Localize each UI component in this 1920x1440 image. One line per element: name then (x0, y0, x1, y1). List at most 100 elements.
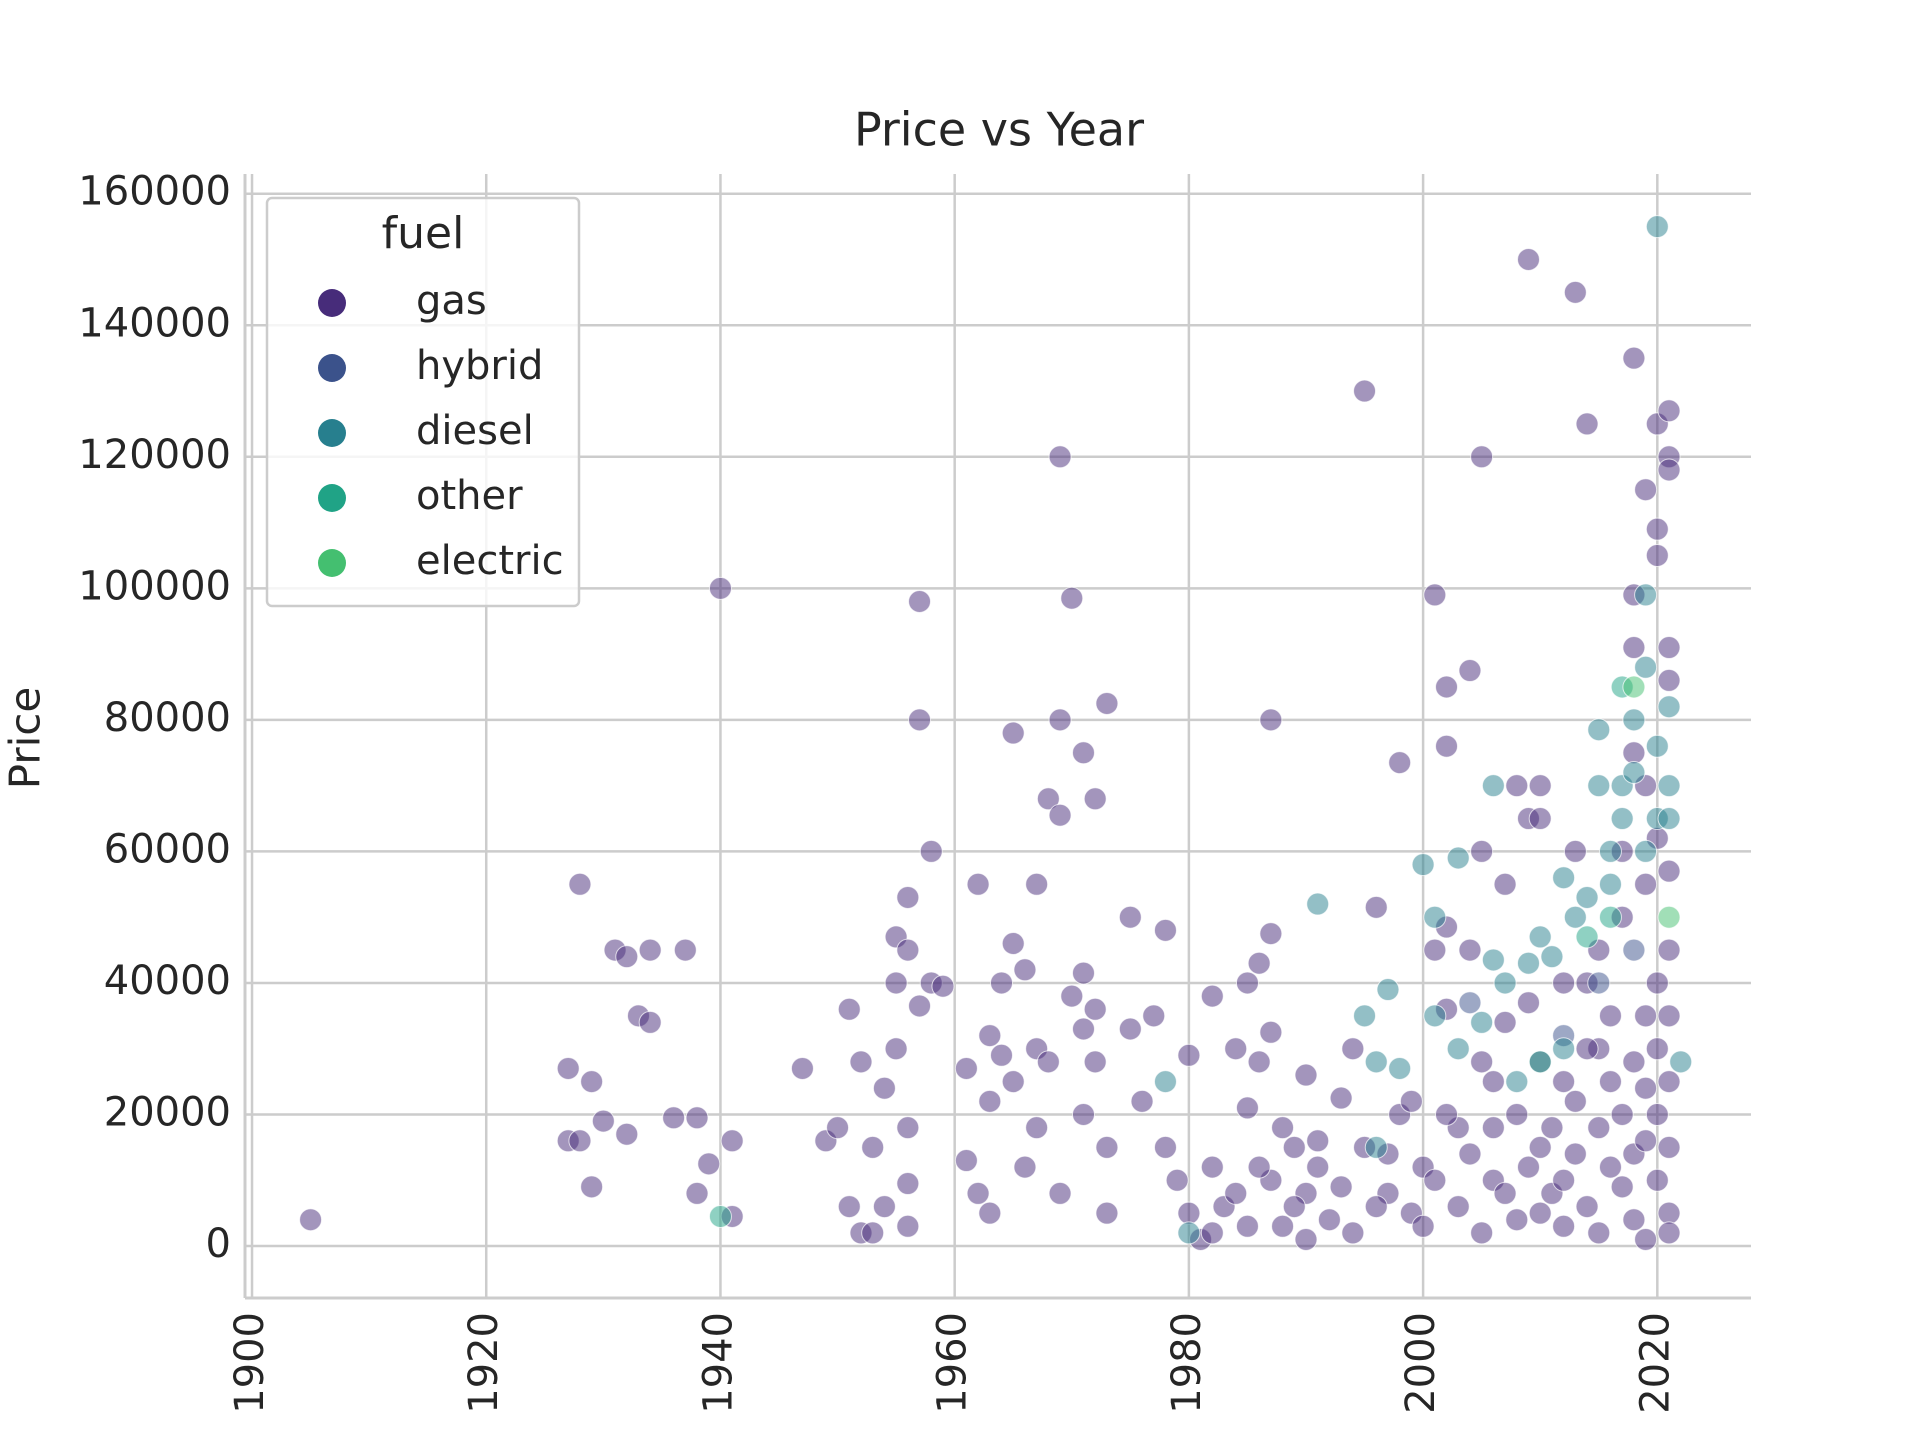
point (1622, 636, 1646, 660)
point (1153, 1135, 1177, 1159)
point (1657, 1201, 1681, 1225)
point (1540, 945, 1564, 969)
point (1446, 1195, 1470, 1219)
point (1282, 1195, 1306, 1219)
point (1528, 1135, 1552, 1159)
point (1341, 1221, 1365, 1245)
legend-marker (318, 484, 346, 512)
point (1657, 1221, 1681, 1245)
point (1083, 1050, 1107, 1074)
point (1071, 1017, 1095, 1041)
point (1575, 885, 1599, 909)
point (1552, 1037, 1576, 1061)
point (1575, 412, 1599, 436)
point (1435, 1103, 1459, 1127)
point (1598, 1070, 1622, 1094)
point (1423, 938, 1447, 962)
point (1657, 938, 1681, 962)
point (1575, 1037, 1599, 1061)
point (1025, 1116, 1049, 1140)
point (978, 1201, 1002, 1225)
point (1423, 905, 1447, 929)
point (1036, 1050, 1060, 1074)
point (1657, 636, 1681, 660)
point (1645, 543, 1669, 567)
legend-label: hybrid (416, 343, 543, 389)
point (638, 1010, 662, 1034)
point (1540, 1116, 1564, 1140)
point (1247, 951, 1271, 975)
point (1634, 583, 1658, 607)
point (1060, 984, 1084, 1008)
point (1294, 1063, 1318, 1087)
point (1470, 1050, 1494, 1074)
point (1622, 741, 1646, 765)
point (1610, 807, 1634, 831)
point (861, 1135, 885, 1159)
point (1657, 1070, 1681, 1094)
point (790, 1056, 814, 1080)
point (1645, 1103, 1669, 1127)
point (1657, 399, 1681, 423)
point (1470, 1221, 1494, 1245)
point (1622, 938, 1646, 962)
point (1013, 958, 1037, 982)
point (1552, 1070, 1576, 1094)
point (1294, 1227, 1318, 1251)
point (1411, 853, 1435, 877)
point (1505, 1070, 1529, 1094)
point (1435, 675, 1459, 699)
point (1645, 1168, 1669, 1192)
point (1071, 961, 1095, 985)
x-tick-label: 1900 (227, 1312, 273, 1414)
point (1563, 905, 1587, 929)
point (1552, 971, 1576, 995)
point (1622, 1050, 1646, 1074)
point (1493, 971, 1517, 995)
point (1493, 872, 1517, 896)
point (1411, 1214, 1435, 1238)
point (568, 1129, 592, 1153)
point (1317, 1208, 1341, 1232)
point (1423, 583, 1447, 607)
point (908, 994, 932, 1018)
point (591, 1109, 615, 1133)
point (1224, 1181, 1248, 1205)
point (1048, 445, 1072, 469)
point (884, 971, 908, 995)
point (1364, 1050, 1388, 1074)
point (1306, 1155, 1330, 1179)
point (1657, 859, 1681, 883)
point (1200, 1221, 1224, 1245)
point (1657, 668, 1681, 692)
y-tick-label: 160000 (78, 169, 231, 215)
point (1587, 971, 1611, 995)
point (1634, 1076, 1658, 1100)
point (1552, 866, 1576, 890)
point (896, 938, 920, 962)
point (1634, 872, 1658, 896)
y-tick-label: 80000 (104, 695, 231, 741)
point (1645, 1037, 1669, 1061)
point (685, 1181, 709, 1205)
point (1048, 708, 1072, 732)
point (1528, 774, 1552, 798)
point (1200, 984, 1224, 1008)
point (1247, 1155, 1271, 1179)
point (1657, 774, 1681, 798)
point (1271, 1214, 1295, 1238)
point (1481, 1070, 1505, 1094)
point (580, 1070, 604, 1094)
point (908, 708, 932, 732)
point (1060, 586, 1084, 610)
point (1353, 379, 1377, 403)
point (1516, 991, 1540, 1015)
y-tick-label: 20000 (104, 1090, 231, 1136)
point (1528, 807, 1552, 831)
point (1376, 978, 1400, 1002)
point (1001, 721, 1025, 745)
point (1153, 1070, 1177, 1094)
y-tick-label: 120000 (78, 432, 231, 478)
point (1306, 1129, 1330, 1153)
point (1025, 872, 1049, 896)
